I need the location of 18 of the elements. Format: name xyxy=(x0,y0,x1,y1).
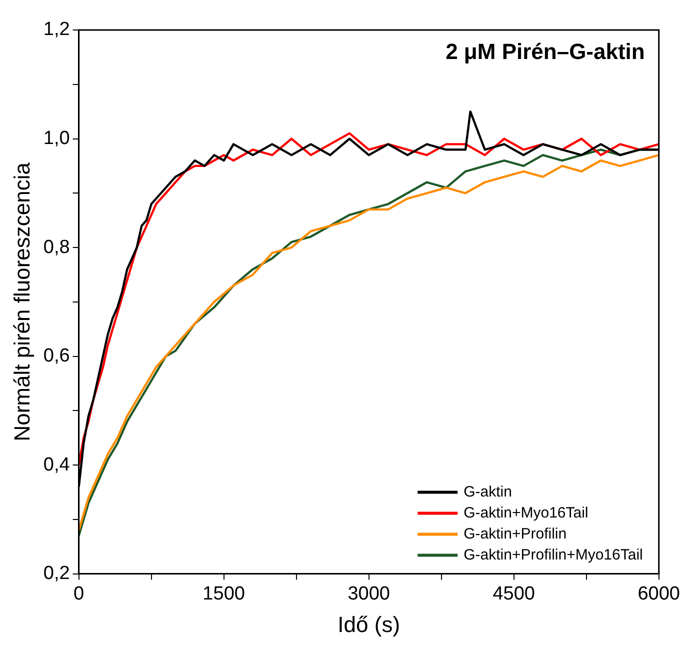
x-tick-label: 3000 xyxy=(348,583,390,604)
x-tick-label: 4500 xyxy=(492,583,535,604)
y-tick-label: 0,8 xyxy=(43,236,70,258)
y-axis-title: Normált pirén fluoreszcencia xyxy=(9,162,34,442)
legend-label: G-aktin+Profilin xyxy=(464,525,567,542)
x-tick-label: 6000 xyxy=(638,583,680,604)
y-tick-label: 1,2 xyxy=(43,19,70,40)
chart-title: 2 μM Pirén–G-aktin xyxy=(446,39,645,64)
legend-label: G-aktin xyxy=(464,483,512,500)
y-tick-label: 0,4 xyxy=(43,454,70,476)
y-tick-label: 0,6 xyxy=(43,346,70,367)
x-tick-label: 1500 xyxy=(202,583,245,604)
legend-label: G-aktin+Myo16Tail xyxy=(464,504,588,522)
x-tick-label: 0 xyxy=(74,583,84,604)
y-tick-label: 0,2 xyxy=(43,563,70,584)
legend-label: G-aktin+Profilin+Myo16Tail xyxy=(464,546,643,564)
y-tick-label: 1,0 xyxy=(43,128,70,149)
x-axis-title: Idő (s) xyxy=(338,612,400,637)
